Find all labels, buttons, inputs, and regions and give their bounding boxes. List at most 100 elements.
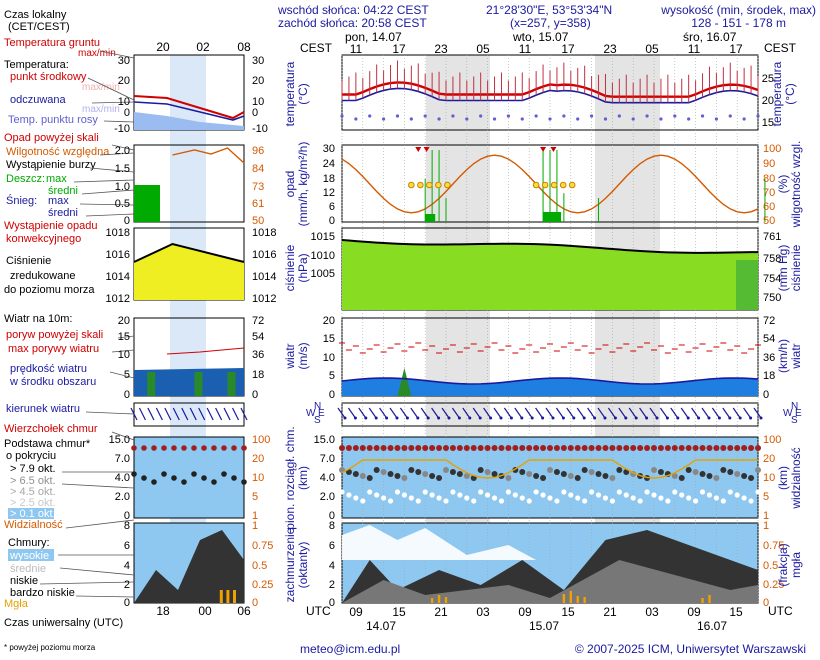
wind-axis-3: 5 — [329, 370, 335, 382]
legend-w-axis-l-4: 0 — [124, 389, 130, 401]
utc-hour-3: 03 — [476, 605, 490, 619]
cloud-top-dot — [734, 445, 741, 451]
snow-max-label: max — [48, 195, 69, 207]
wind-arrow — [649, 407, 658, 419]
wind-arrow — [639, 407, 648, 419]
cloud-top-dot — [380, 445, 387, 451]
dew-dot — [590, 114, 594, 118]
wind-arrow — [399, 407, 408, 419]
legend-p-axis-l-4: 0 — [124, 215, 130, 227]
wind-arrow — [472, 407, 481, 419]
very-low-cloud-label: bardzo niskie — [10, 587, 75, 599]
plots — [337, 60, 766, 603]
cloud-base-dot — [609, 475, 616, 481]
legend-dew-area — [134, 112, 244, 130]
cloud-base-dot — [671, 473, 678, 479]
legend-leader-7 — [73, 179, 135, 183]
legend-wind-green-0 — [147, 372, 156, 396]
cloud-base-dot-light — [755, 489, 761, 495]
cloud-top-dot — [651, 445, 657, 451]
legend-cloud-top-dot — [201, 445, 207, 451]
cloud-base-dot-light — [485, 492, 491, 498]
utc-hour-5: 15 — [561, 605, 575, 619]
legend-leader-14 — [85, 411, 135, 415]
fog-bar-1 — [437, 595, 441, 603]
day-top-0: pon, 14.07 — [345, 30, 402, 44]
cloud-base-dot-light — [540, 492, 546, 498]
wind-arrow — [597, 407, 606, 419]
legend-wind-arrow — [181, 407, 189, 421]
legend-cloud-top-dot — [131, 445, 137, 451]
legend-local-tick-2: 08 — [237, 40, 251, 54]
cloud-base-dot — [491, 471, 498, 477]
wind-arrow-head — [395, 416, 399, 420]
compass-w-1: W — [783, 408, 793, 419]
wind-arrow-head — [405, 416, 409, 420]
wind-speed-label: prędkość wiatru — [10, 363, 87, 375]
precip-above-label: Opad powyżej skali — [4, 132, 99, 144]
cloud-base-dot-light — [526, 498, 532, 504]
cloud-base-dot-light — [665, 498, 671, 504]
cloud-axis-3: 2.0 — [320, 491, 335, 503]
dew-dot — [409, 117, 413, 121]
legend-w-axis-l-1: 15 — [118, 331, 130, 343]
wind-arrow-head — [353, 416, 357, 420]
wind-unit-r: (km/h) — [776, 339, 790, 373]
storm-marker-8 — [559, 181, 567, 189]
legend-leader-22 — [75, 595, 135, 598]
visibility-label: Widzialność — [4, 519, 63, 531]
legend-wind-green-1 — [194, 372, 203, 396]
legend-night-band — [170, 55, 206, 603]
cloud-top-dot — [477, 445, 484, 451]
dew-dot — [437, 117, 441, 121]
cloud-top-dot — [456, 445, 463, 451]
cloud-top-dot — [526, 445, 533, 451]
coords-text: 21°28'30"E, 53°53'34"N — [486, 3, 612, 17]
humidity-label: Wilgotność względna — [6, 146, 110, 158]
legend-w-axis-r-2: 36 — [252, 349, 264, 361]
temp-unit: (°C) — [296, 83, 310, 104]
legend: Czas lokalny (CET/CEST) Temperatura grun… — [4, 9, 123, 652]
wind-arrow — [555, 407, 564, 419]
cloud-base-dot-light — [533, 489, 539, 495]
day-bottom-0: 14.07 — [366, 619, 396, 633]
utc-label-right: UTC — [768, 604, 793, 618]
cloud-top-dot — [408, 445, 415, 451]
legend-c-axis-l-3: 2.0 — [115, 491, 130, 503]
cloud-top-dot — [616, 445, 623, 451]
legend-cl-axis-l-4: 0 — [124, 597, 130, 609]
legend-cloud-base-dot — [141, 475, 147, 481]
cloud-base-dot — [547, 467, 553, 473]
legend-panel-prec — [133, 144, 245, 223]
legend-local-tick-0: 20 — [156, 40, 170, 54]
legend-local-tick-1: 02 — [196, 40, 210, 54]
contact-email[interactable]: meteo@icm.edu.pl — [300, 642, 400, 656]
cloud-base-dot-light — [478, 489, 484, 495]
temp-title-r: temperatura — [770, 61, 784, 126]
cloud-base-dot-light — [672, 489, 678, 495]
soil-temp-sub: max/min — [78, 48, 116, 59]
legend-pressure-line — [133, 242, 245, 263]
cloud-base-dot-light — [436, 495, 442, 501]
legend-cloud-top-dot — [231, 445, 237, 451]
cloud-base-dot-light — [637, 498, 643, 504]
cov-axis-2: 4 — [329, 560, 335, 572]
wind-arrow-head — [749, 416, 753, 420]
legend-mini-plots — [130, 95, 248, 603]
cloud-top-dot — [345, 445, 352, 451]
temp-axis-1: 20 — [762, 95, 774, 107]
snow-mid-label: średni — [48, 207, 78, 219]
wind-arrow-head — [385, 416, 389, 420]
cloud-base-dot — [560, 471, 567, 477]
cloud-base-dot — [678, 475, 685, 481]
dew-dot — [645, 114, 649, 118]
cloud-top-dot — [373, 445, 380, 451]
cloud-base-dot — [526, 471, 533, 477]
cloud-base-dot-light — [374, 492, 380, 498]
wind-arrow-head — [624, 416, 628, 420]
precip-unit: (mm/h, kg/m²/h) — [296, 142, 310, 227]
legend-cl-axis-r-2: 0.5 — [252, 560, 267, 572]
cloud-base-dot — [540, 475, 547, 481]
day-bottom-1: 15.07 — [529, 619, 559, 633]
legend-t-axis-r-4: -10 — [252, 123, 268, 135]
